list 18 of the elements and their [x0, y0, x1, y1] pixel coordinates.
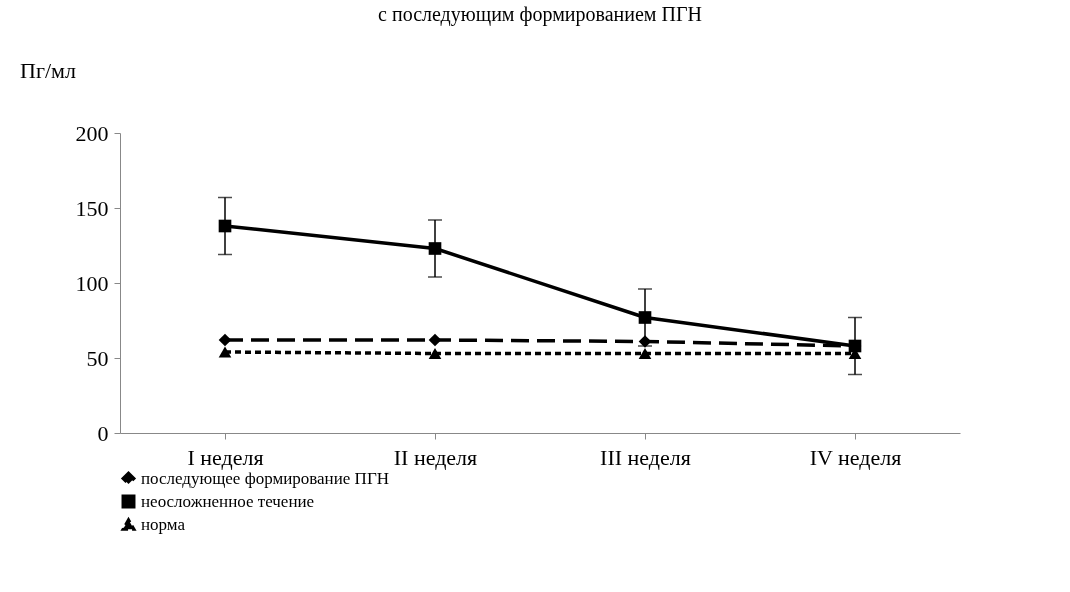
y-tick-label: 200	[75, 120, 109, 146]
x-tick-label: II неделя	[393, 444, 478, 470]
y-tick-label: 50	[86, 345, 109, 371]
point	[218, 346, 232, 358]
point	[428, 348, 442, 359]
point	[428, 333, 442, 347]
y-tick-label: 100	[75, 270, 109, 296]
x-tick-label: III неделя	[600, 444, 691, 470]
point	[218, 333, 232, 347]
chart-title: с последующим формированием ПГН	[378, 3, 702, 26]
y-tick-label: 0	[97, 420, 109, 446]
legend-label: норма	[141, 514, 186, 534]
y-axis-title: Пг/мл	[20, 58, 76, 83]
legend-label: неосложненное течение	[141, 491, 315, 511]
y-tick-label: 150	[75, 195, 109, 221]
x-tick-label: IV неделя	[809, 444, 902, 470]
point	[638, 348, 652, 359]
x-tick-label: I неделя	[187, 444, 264, 470]
